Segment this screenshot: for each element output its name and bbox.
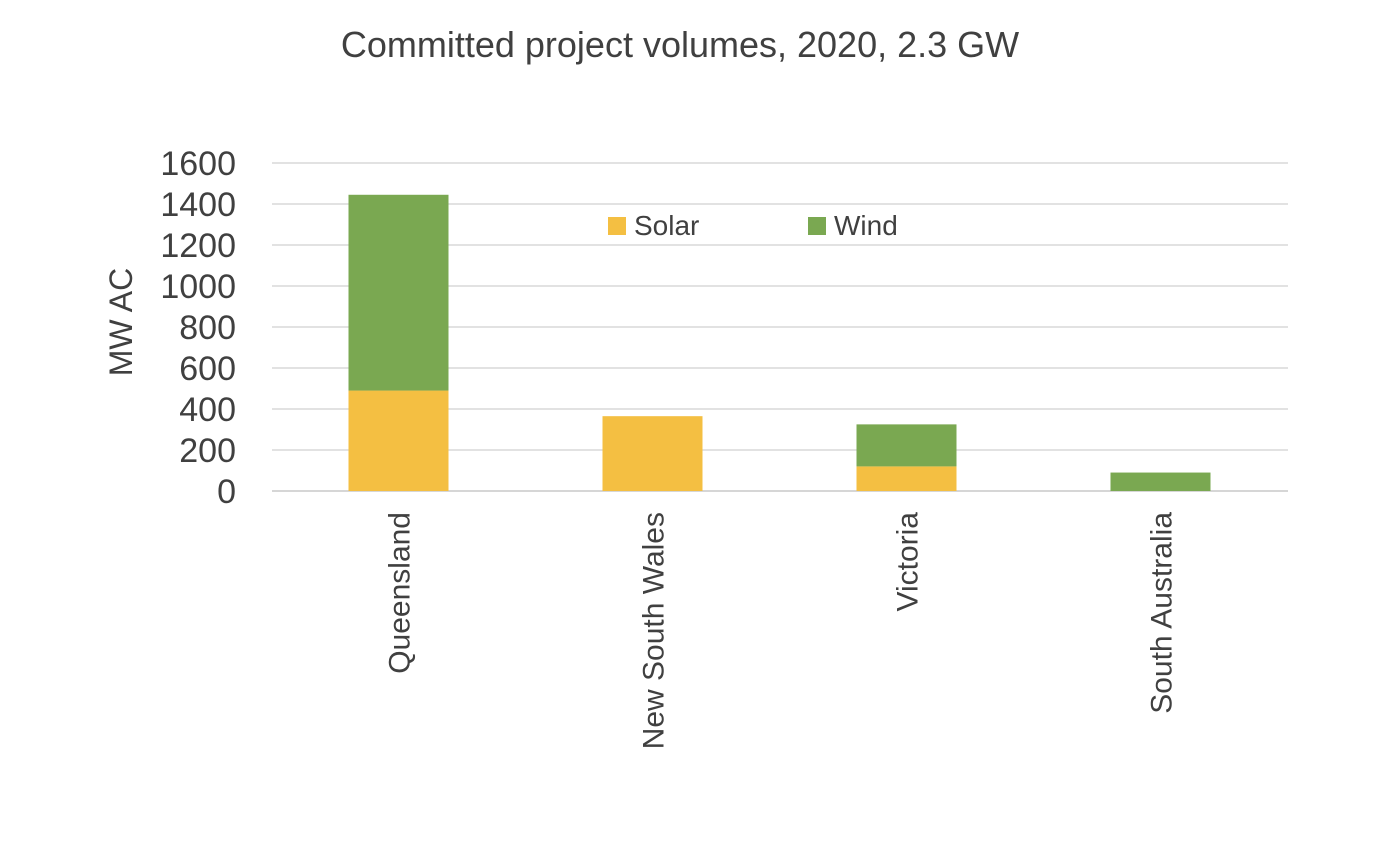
bar-layer	[348, 194, 1211, 491]
y-tick-label: 0	[217, 473, 236, 511]
x-category-label: Victoria	[892, 512, 925, 612]
x-category-label: New South Wales	[638, 512, 671, 749]
bar-solar-victoria	[856, 466, 957, 491]
legend-swatch-wind	[808, 217, 826, 235]
bar-wind-victoria	[856, 424, 957, 467]
legend-swatch-solar	[608, 217, 626, 235]
bar-solar-new-south-wales	[602, 416, 703, 491]
x-category-label: South Australia	[1146, 512, 1179, 714]
y-tick-label: 400	[179, 391, 236, 429]
y-tick-label: 200	[179, 432, 236, 470]
x-category-label: Queensland	[384, 512, 417, 674]
y-tick-label: 600	[179, 350, 236, 388]
y-tick-label: 1000	[160, 268, 236, 306]
bar-wind-queensland	[348, 194, 449, 391]
legend-label-wind: Wind	[834, 210, 898, 241]
chart-title: Committed project volumes, 2020, 2.3 GW	[340, 24, 1020, 65]
y-tick-label: 1400	[160, 186, 236, 224]
legend: Solar Wind	[608, 210, 898, 241]
y-tick-label: 1200	[160, 227, 236, 265]
y-tick-label: 1600	[160, 145, 236, 183]
bar-wind-south-australia	[1110, 472, 1211, 491]
bar-solar-queensland	[348, 390, 449, 491]
y-tick-label: 800	[179, 309, 236, 347]
legend-label-solar: Solar	[634, 210, 699, 241]
y-axis-label: MW AC	[103, 268, 139, 376]
